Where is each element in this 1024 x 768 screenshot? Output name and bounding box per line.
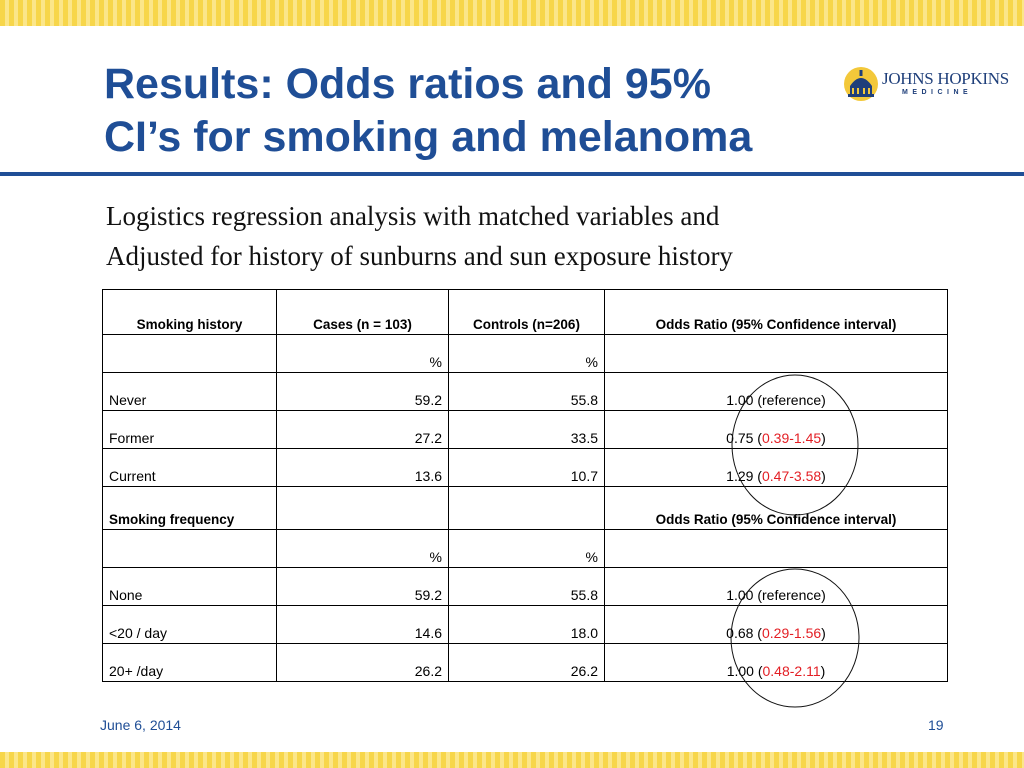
units-row: % % — [102, 334, 948, 373]
or-value: 1.00 — [726, 663, 754, 679]
units-cell-or — [604, 334, 948, 373]
units-row: % % — [102, 529, 948, 568]
header-smoking-history: Smoking history — [102, 289, 277, 335]
row-label: Former — [102, 410, 277, 449]
empty-cell — [276, 486, 449, 530]
units-cell-label — [102, 529, 277, 568]
units-cell-cases: % — [276, 334, 449, 373]
row-label: 20+ /day — [102, 643, 277, 682]
slide-subtitle: Logistics regression analysis with match… — [106, 196, 926, 276]
cases-value: 27.2 — [276, 410, 449, 449]
table-row: <20 / day 14.6 18.0 0.68 (0.29-1.56) — [102, 605, 948, 644]
cases-value: 13.6 — [276, 448, 449, 487]
units-cell-controls: % — [448, 334, 605, 373]
controls-value: 18.0 — [448, 605, 605, 644]
bottom-decorative-stripe — [0, 752, 1024, 768]
title-line-1: Results: Odds ratios and 95% — [104, 60, 711, 108]
header-controls: Controls (n=206) — [448, 289, 605, 335]
odds-ratio-cell: 1.00 (reference) — [604, 372, 948, 411]
units-cell-cases: % — [276, 529, 449, 568]
units-cell-label — [102, 334, 277, 373]
odds-ratio-table: Smoking history Cases (n = 103) Controls… — [102, 289, 948, 682]
or-value: 1.29 — [726, 468, 754, 484]
reference-label: (reference) — [757, 392, 826, 408]
table-header-row: Smoking history Cases (n = 103) Controls… — [102, 289, 948, 335]
logo-subtext: MEDICINE — [902, 89, 973, 96]
confidence-interval: 0.29-1.56 — [761, 625, 822, 641]
cases-value: 14.6 — [276, 605, 449, 644]
row-label: Current — [102, 448, 277, 487]
controls-value: 10.7 — [448, 448, 605, 487]
table-row: Former 27.2 33.5 0.75 (0.39-1.45) — [102, 410, 948, 449]
header-odds-ratio-2: Odds Ratio (95% Confidence interval) — [604, 486, 948, 530]
confidence-interval: 0.47-3.58 — [761, 468, 822, 484]
subtitle-line-1: Logistics regression analysis with match… — [106, 201, 720, 231]
controls-value: 26.2 — [448, 643, 605, 682]
odds-ratio-cell: 0.75 (0.39-1.45) — [604, 410, 948, 449]
or-value: 1.00 — [726, 587, 754, 603]
controls-value: 33.5 — [448, 410, 605, 449]
row-label: <20 / day — [102, 605, 277, 644]
table-row: Current 13.6 10.7 1.29 (0.47-3.58) — [102, 448, 948, 487]
confidence-interval: 0.39-1.45 — [761, 430, 822, 446]
johns-hopkins-logo: JOHNS HOPKINS MEDICINE — [842, 64, 1009, 104]
header-odds-ratio: Odds Ratio (95% Confidence interval) — [604, 289, 948, 335]
header-smoking-frequency: Smoking frequency — [102, 486, 277, 530]
or-value: 0.68 — [726, 625, 754, 641]
table-row: 20+ /day 26.2 26.2 1.00 (0.48-2.11) — [102, 643, 948, 682]
footer-date: June 6, 2014 — [100, 717, 181, 733]
or-value: 0.75 — [726, 430, 754, 446]
logo-wordmark: JOHNS HOPKINS — [882, 69, 1009, 88]
units-cell-or — [604, 529, 948, 568]
reference-label: (reference) — [757, 587, 826, 603]
odds-ratio-cell: 1.00 (0.48-2.11) — [604, 643, 948, 682]
controls-value: 55.8 — [448, 372, 605, 411]
odds-ratio-cell: 0.68 (0.29-1.56) — [604, 605, 948, 644]
top-decorative-stripe — [0, 0, 1024, 26]
title-line-2: CI’s for smoking and melanoma — [104, 113, 753, 161]
or-value: 1.00 — [726, 392, 754, 408]
odds-ratio-cell: 1.29 (0.47-3.58) — [604, 448, 948, 487]
odds-ratio-cell: 1.00 (reference) — [604, 567, 948, 606]
row-label: Never — [102, 372, 277, 411]
section-header-row: Smoking frequency Odds Ratio (95% Confid… — [102, 486, 948, 530]
confidence-interval: 0.48-2.11 — [762, 663, 821, 679]
slide-title: Results: Odds ratios and 95% CI’s for sm… — [104, 58, 844, 164]
cases-value: 59.2 — [276, 372, 449, 411]
header-cases: Cases (n = 103) — [276, 289, 449, 335]
controls-value: 55.8 — [448, 567, 605, 606]
subtitle-line-2: Adjusted for history of sunburns and sun… — [106, 241, 733, 271]
table-row: None 59.2 55.8 1.00 (reference) — [102, 567, 948, 606]
table-row: Never 59.2 55.8 1.00 (reference) — [102, 372, 948, 411]
cases-value: 26.2 — [276, 643, 449, 682]
page-number: 19 — [928, 717, 944, 733]
row-label: None — [102, 567, 277, 606]
cases-value: 59.2 — [276, 567, 449, 606]
empty-cell — [448, 486, 605, 530]
units-cell-controls: % — [448, 529, 605, 568]
title-divider — [0, 172, 1024, 176]
dome-emblem-icon — [844, 67, 878, 101]
